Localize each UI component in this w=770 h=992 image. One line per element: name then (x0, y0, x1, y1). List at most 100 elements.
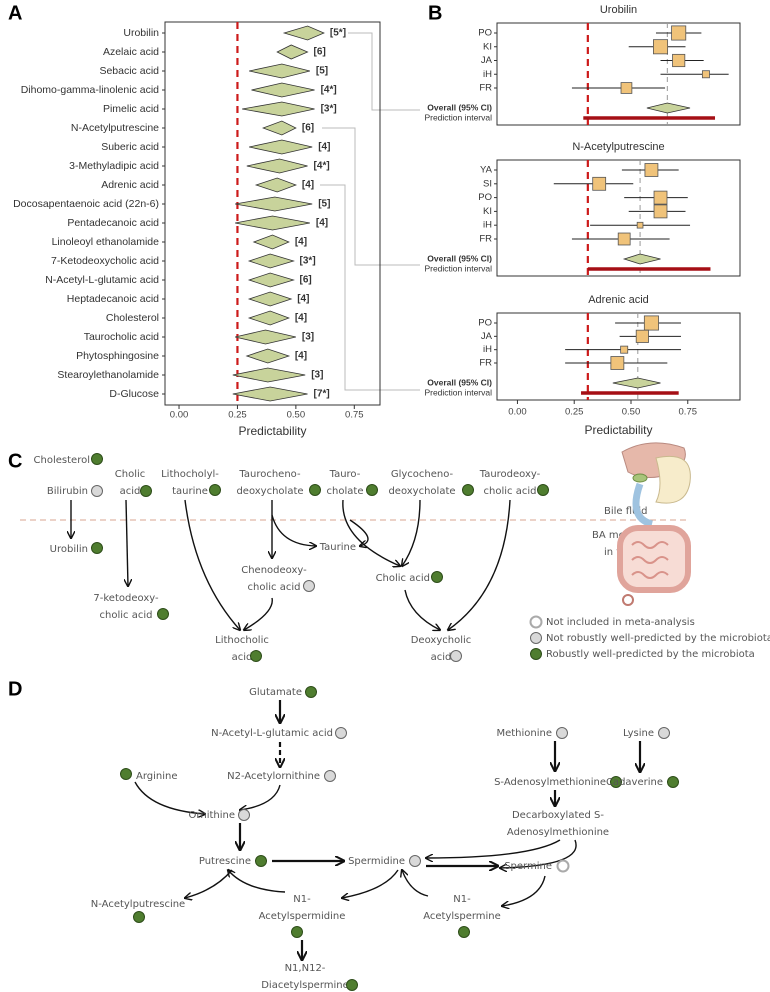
subplot-title: N-Acetylputrescine (572, 141, 664, 153)
node-label: acid (232, 652, 253, 663)
x-axis-label: Predictability (584, 423, 652, 437)
study-estimate (643, 315, 659, 331)
study-label: iH (483, 344, 492, 355)
node-label: Tauro- (329, 469, 361, 480)
status-dot (431, 571, 443, 583)
estimate-diamond (262, 120, 297, 136)
pathway-arrows-d (134, 700, 640, 960)
node-label: deoxycholate (388, 486, 455, 497)
category-label: Pentadecanoic acid (67, 217, 159, 229)
status-dot (157, 608, 169, 620)
pi-label: Prediction interval (424, 112, 492, 122)
x-tick-label: 0.50 (287, 410, 306, 421)
panel-label: C (8, 450, 22, 472)
status-dot (409, 855, 421, 867)
x-axis-label: Predictability (238, 424, 306, 438)
x-tick-label: 0.50 (622, 407, 641, 418)
node-label: Deoxycholic (411, 635, 472, 646)
overall-label: Overall (95% CI) (427, 102, 492, 112)
node-label: Spermidine (348, 856, 405, 867)
study-label: KI (483, 41, 492, 52)
study-count: [4] (297, 294, 309, 305)
x-tick-label: 0.75 (679, 407, 698, 418)
node-label: taurine (172, 486, 208, 497)
study-count: [5] (316, 66, 328, 77)
category-label: Docosapentaenoic acid (22n-6) (13, 198, 159, 210)
study-count: [4] (295, 351, 307, 362)
study-count: [6] (300, 275, 312, 286)
plot-frame (164, 21, 381, 406)
node-label: Diacetylspermine (261, 980, 349, 991)
status-dot (667, 776, 679, 788)
status-dot (91, 485, 103, 497)
node-label: Lithocholic (215, 635, 269, 646)
category-label: Dihomo-gamma-linolenic acid (21, 84, 159, 96)
estimate-diamond (252, 234, 290, 250)
status-dot (120, 768, 132, 780)
panel-label: A (8, 2, 22, 24)
status-dot (346, 979, 358, 991)
study-estimate (644, 163, 659, 177)
study-estimate (671, 25, 687, 41)
study-label: FR (479, 83, 492, 94)
node-label: cholic acid (248, 582, 301, 593)
study-estimate (635, 329, 649, 343)
study-label: PO (478, 192, 492, 203)
node-label: Cholic acid (376, 573, 430, 584)
estimate-diamond (276, 44, 309, 60)
x-tick-label: 0.00 (170, 410, 189, 421)
status-dot (335, 727, 347, 739)
node-label: S-Adenosylmethionine (494, 777, 606, 788)
study-count: [6] (314, 47, 326, 58)
status-dot (255, 855, 267, 867)
arrow (402, 499, 421, 566)
status-dot (658, 727, 670, 739)
category-label: D-Glucose (109, 388, 159, 400)
study-label: iH (483, 220, 492, 231)
study-label: YA (480, 165, 493, 176)
study-count: [4] (318, 142, 330, 153)
study-count: [4*] (314, 161, 330, 172)
category-label: Stearoylethanolamide (57, 369, 159, 381)
legend-label: Not included in meta-analysis (546, 617, 695, 628)
study-count: [3*] (300, 256, 316, 267)
x-tick-label: 0.25 (565, 407, 584, 418)
study-label: FR (479, 358, 492, 369)
study-count: [3*] (321, 104, 337, 115)
overall-label: Overall (95% CI) (427, 377, 492, 387)
arrow (134, 781, 205, 814)
node-label: Acetylspermine (423, 911, 501, 922)
arrow (402, 870, 429, 897)
estimate-diamond (247, 253, 295, 269)
status-dot (91, 453, 103, 465)
node-label: Spermine (504, 861, 552, 872)
estimate-diamond (245, 348, 291, 364)
category-label: Adrenic acid (101, 179, 159, 191)
node-label: acid (431, 652, 452, 663)
status-dot (133, 911, 145, 923)
estimate-diamond (251, 82, 315, 98)
category-label: Azelaic acid (103, 46, 159, 58)
node-label: cholic acid (100, 610, 153, 621)
study-label: PO (478, 318, 492, 329)
arrow (228, 870, 286, 893)
legend-swatch (530, 632, 542, 644)
node-label: Taurine (319, 542, 356, 553)
status-dot (309, 484, 321, 496)
status-dot (556, 727, 568, 739)
estimate-diamond (235, 196, 313, 212)
overall-diamond (612, 377, 661, 389)
study-count: [4] (316, 218, 328, 229)
node-label: Taurocheno- (238, 469, 301, 480)
legend-label: Not robustly well-predicted by the micro… (546, 633, 770, 644)
status-dot (450, 650, 462, 662)
status-dot (305, 686, 317, 698)
arrow (184, 499, 240, 630)
node-label: Lysine (623, 728, 654, 739)
arrow (271, 514, 316, 546)
arrow (448, 499, 511, 630)
node-label: N1,N12- (285, 963, 326, 974)
status-dot (291, 926, 303, 938)
status-dot (537, 484, 549, 496)
